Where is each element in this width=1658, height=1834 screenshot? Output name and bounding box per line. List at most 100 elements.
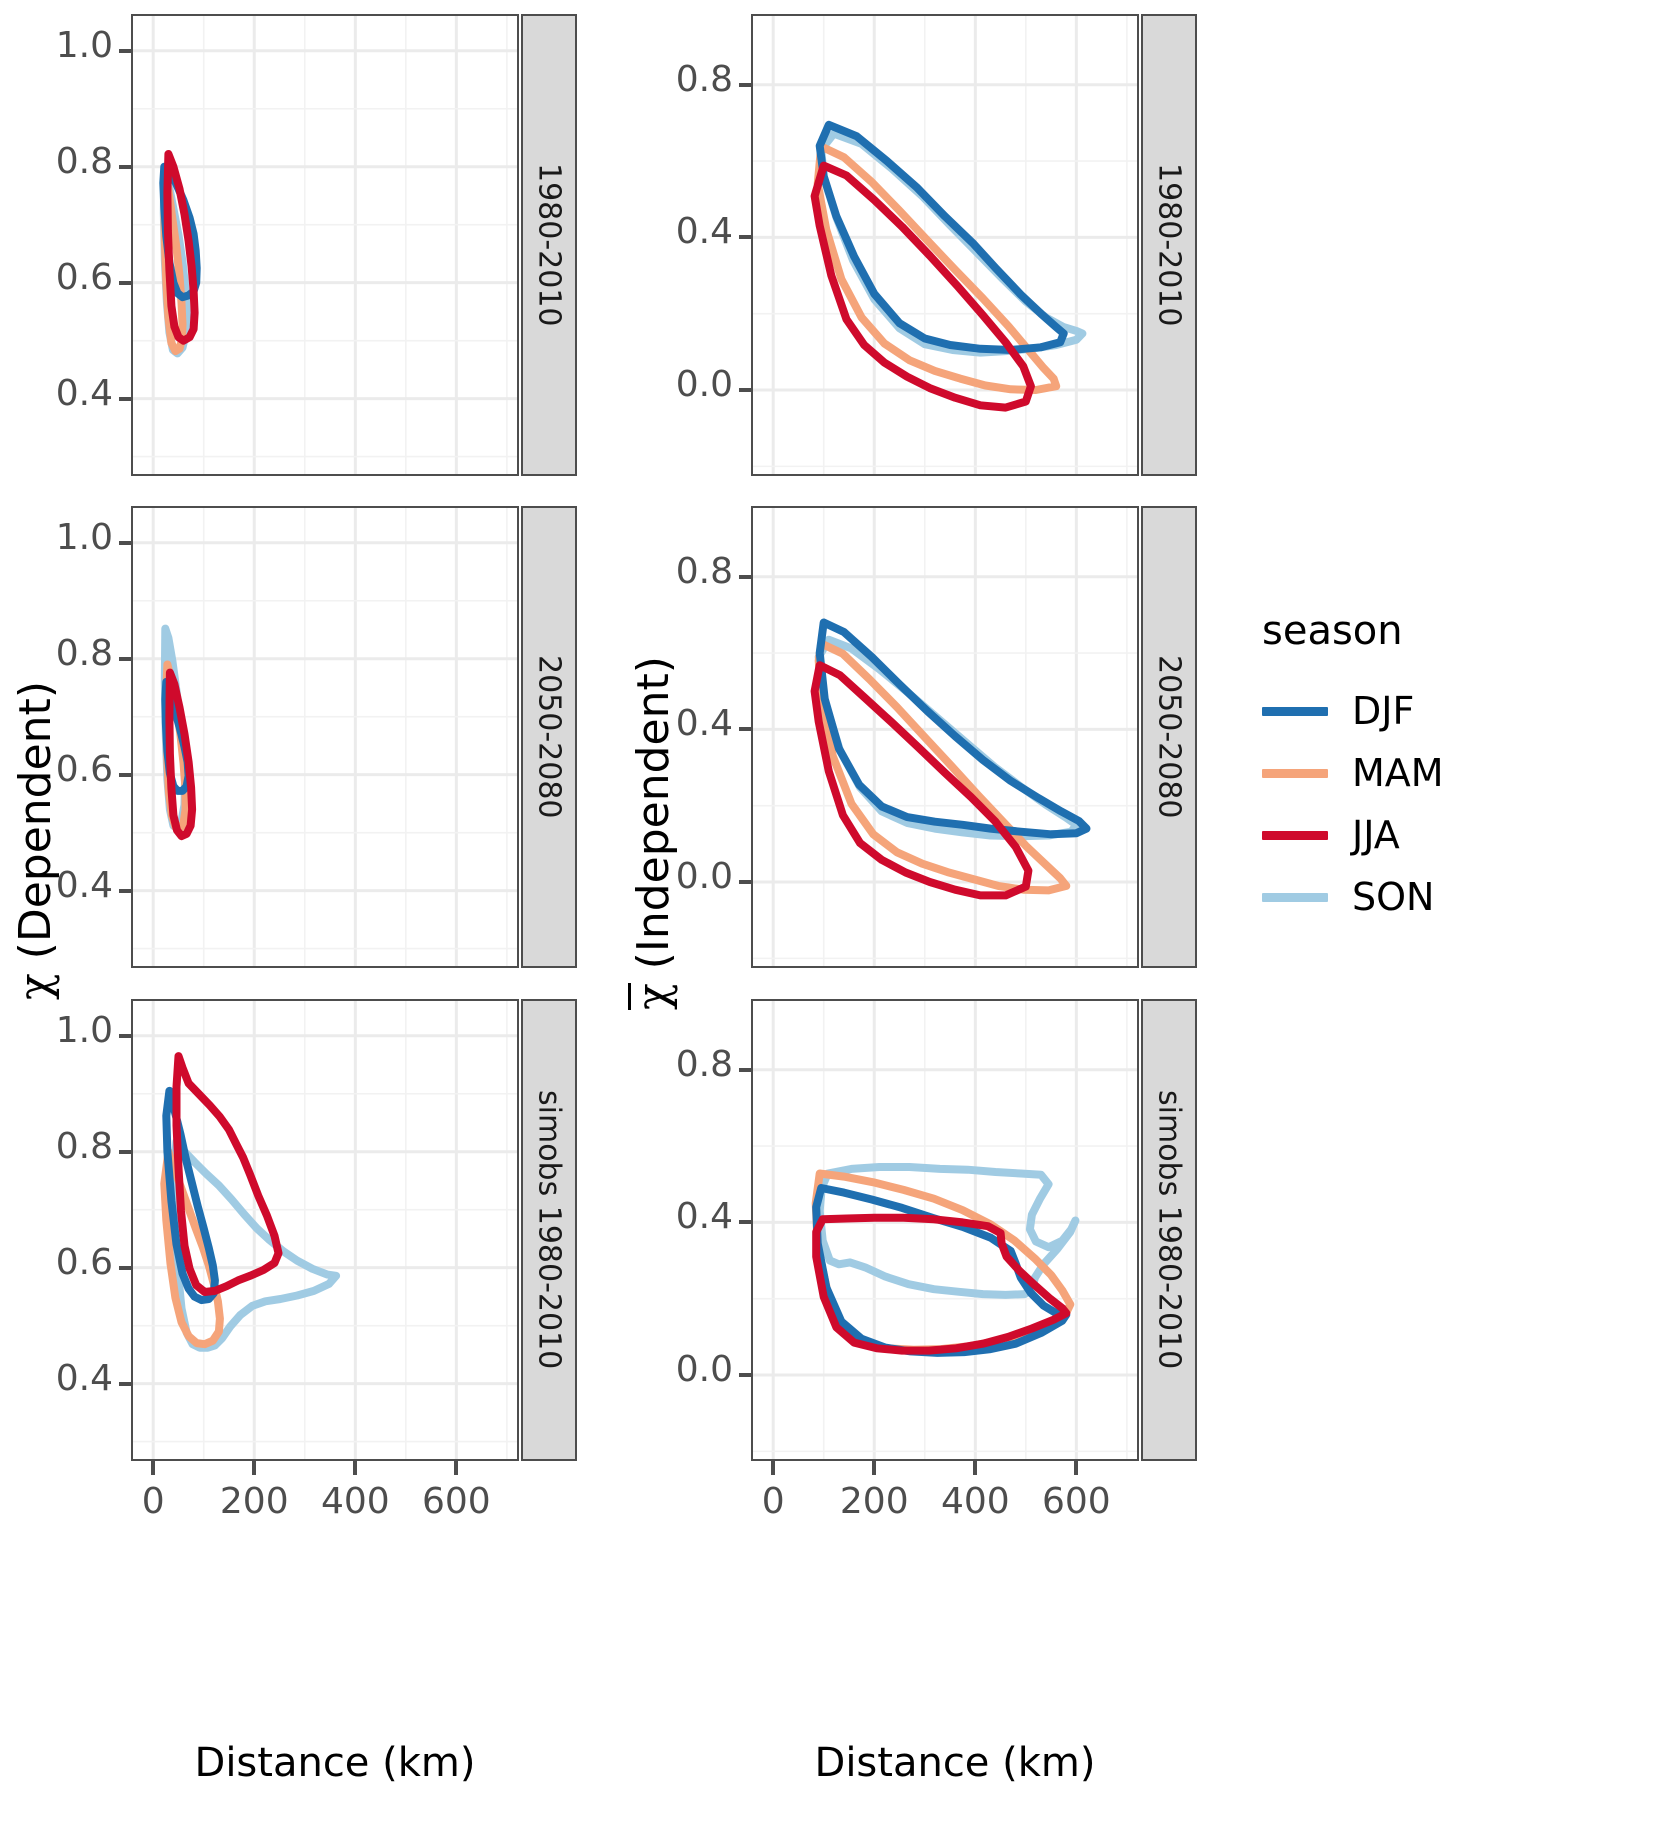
- legend: season DJF MAM JJA SON: [1262, 608, 1444, 928]
- legend-item-jja[interactable]: JJA: [1262, 804, 1444, 866]
- y-tick-label: 0.6: [55, 1241, 113, 1283]
- contour-djf: [815, 120, 1068, 354]
- facet-strip-2050-2080-independent: 2050-2080: [1141, 506, 1197, 968]
- x-tick-label: 600: [1042, 1481, 1111, 1522]
- x-tick-mark: [151, 1461, 156, 1475]
- y-tick-mark: [119, 280, 131, 285]
- y-axis-title-left: χ (Dependent): [10, 681, 61, 1000]
- panel-independent-1980-2010: [751, 14, 1139, 476]
- y-axis-title-left-text: (Dependent): [10, 681, 61, 960]
- legend-label-jja: JJA: [1352, 813, 1400, 857]
- x-tick-label: 200: [839, 1481, 909, 1522]
- legend-key-djf: [1262, 706, 1328, 716]
- legend-title: season: [1262, 608, 1403, 654]
- legend-item-djf[interactable]: DJF: [1262, 680, 1444, 742]
- contour-jja: [810, 661, 1033, 900]
- y-tick-mark: [119, 396, 131, 401]
- y-tick-mark: [739, 82, 751, 87]
- legend-key-mam: [1262, 768, 1328, 778]
- legend-label-mam: MAM: [1352, 751, 1444, 795]
- y-tick-mark: [119, 48, 131, 53]
- y-tick-mark: [119, 1033, 131, 1038]
- contour-mam: [160, 1147, 224, 1349]
- legend-item-son[interactable]: SON: [1262, 866, 1444, 928]
- x-tick-label: 0: [141, 1481, 165, 1522]
- y-tick-label: 0.8: [675, 550, 733, 592]
- plot-canvas: [753, 508, 1137, 966]
- y-tick-mark: [119, 540, 131, 545]
- y-tick-label: 0.8: [55, 632, 113, 674]
- y-tick-label: 0.8: [675, 1043, 733, 1085]
- x-tick-label: 400: [940, 1481, 1010, 1522]
- facet-strip-label: simobs 1980-2010: [531, 1090, 567, 1370]
- x-axis-title-left: Distance (km): [194, 1740, 476, 1786]
- x-tick-label: 200: [219, 1481, 289, 1522]
- y-tick-mark: [739, 1067, 751, 1072]
- x-tick-mark: [252, 1461, 257, 1475]
- y-tick-label: 0.0: [675, 1349, 733, 1391]
- chi-bar-symbol-right: χ: [628, 983, 679, 1010]
- y-tick-mark: [739, 1373, 751, 1378]
- legend-label-djf: DJF: [1352, 689, 1415, 733]
- facet-strip-label: 1980-2010: [531, 163, 567, 327]
- plot-canvas: [133, 16, 517, 474]
- contour-jja: [172, 1052, 283, 1296]
- x-tick-label: 600: [422, 1481, 491, 1522]
- contour-jja: [810, 161, 1035, 412]
- x-tick-mark: [872, 1461, 877, 1475]
- y-tick-label: 0.8: [55, 1125, 113, 1167]
- x-axis-title-right: Distance (km): [814, 1740, 1096, 1786]
- y-tick-mark: [739, 235, 751, 240]
- legend-key-son: [1262, 892, 1328, 902]
- contour-mam: [814, 639, 1071, 895]
- chi-symbol-left: χ: [10, 973, 61, 1000]
- y-tick-mark: [119, 1265, 131, 1270]
- y-tick-label: 0.4: [55, 372, 113, 414]
- facet-strip-label: 2050-2080: [1151, 655, 1187, 819]
- y-tick-mark: [739, 574, 751, 579]
- panel-dependent-simobs-1980-2010: [131, 999, 519, 1461]
- plot-canvas: [753, 1001, 1137, 1459]
- y-tick-label: 0.8: [675, 58, 733, 100]
- x-tick-mark: [771, 1461, 776, 1475]
- plot-canvas: [753, 16, 1137, 474]
- y-tick-mark: [119, 772, 131, 777]
- x-tick-mark: [973, 1461, 978, 1475]
- y-tick-label: 1.0: [55, 24, 113, 66]
- y-tick-mark: [119, 656, 131, 661]
- facet-strip-1980-2010-independent: 1980-2010: [1141, 14, 1197, 476]
- y-tick-label: 1.0: [55, 516, 113, 558]
- x-tick-label: 0: [761, 1481, 785, 1522]
- contour-jja: [163, 150, 199, 345]
- legend-item-mam[interactable]: MAM: [1262, 742, 1444, 804]
- y-tick-label: 0.6: [55, 748, 113, 790]
- x-tick-mark: [353, 1461, 358, 1475]
- y-tick-mark: [119, 1381, 131, 1386]
- y-tick-label: 0.4: [55, 1357, 113, 1399]
- y-tick-mark: [739, 1220, 751, 1225]
- x-tick-mark: [454, 1461, 459, 1475]
- panel-dependent-2050-2080: [131, 506, 519, 968]
- y-tick-mark: [739, 727, 751, 732]
- y-tick-mark: [739, 388, 751, 393]
- y-tick-label: 0.6: [55, 256, 113, 298]
- y-tick-label: 0.4: [55, 864, 113, 906]
- contour-mam: [813, 142, 1061, 394]
- plot-canvas: [133, 508, 517, 966]
- facet-strip-2050-2080-dependent: 2050-2080: [521, 506, 577, 968]
- y-tick-label: 0.4: [675, 703, 733, 745]
- facet-strip-label: 1980-2010: [1151, 163, 1187, 327]
- y-tick-label: 0.0: [675, 856, 733, 898]
- facet-strip-label: simobs 1980-2010: [1151, 1090, 1187, 1370]
- contour-djf: [815, 618, 1091, 839]
- contour-son: [815, 1163, 1080, 1299]
- legend-key-jja: [1262, 830, 1328, 840]
- y-tick-label: 0.4: [675, 1196, 733, 1238]
- facet-strip-simobs-1980-2010-independent: simobs 1980-2010: [1141, 999, 1197, 1461]
- panel-dependent-1980-2010: [131, 14, 519, 476]
- y-tick-mark: [739, 880, 751, 885]
- facet-strip-simobs-1980-2010-dependent: simobs 1980-2010: [521, 999, 577, 1461]
- legend-label-son: SON: [1352, 875, 1435, 919]
- x-tick-label: 400: [320, 1481, 390, 1522]
